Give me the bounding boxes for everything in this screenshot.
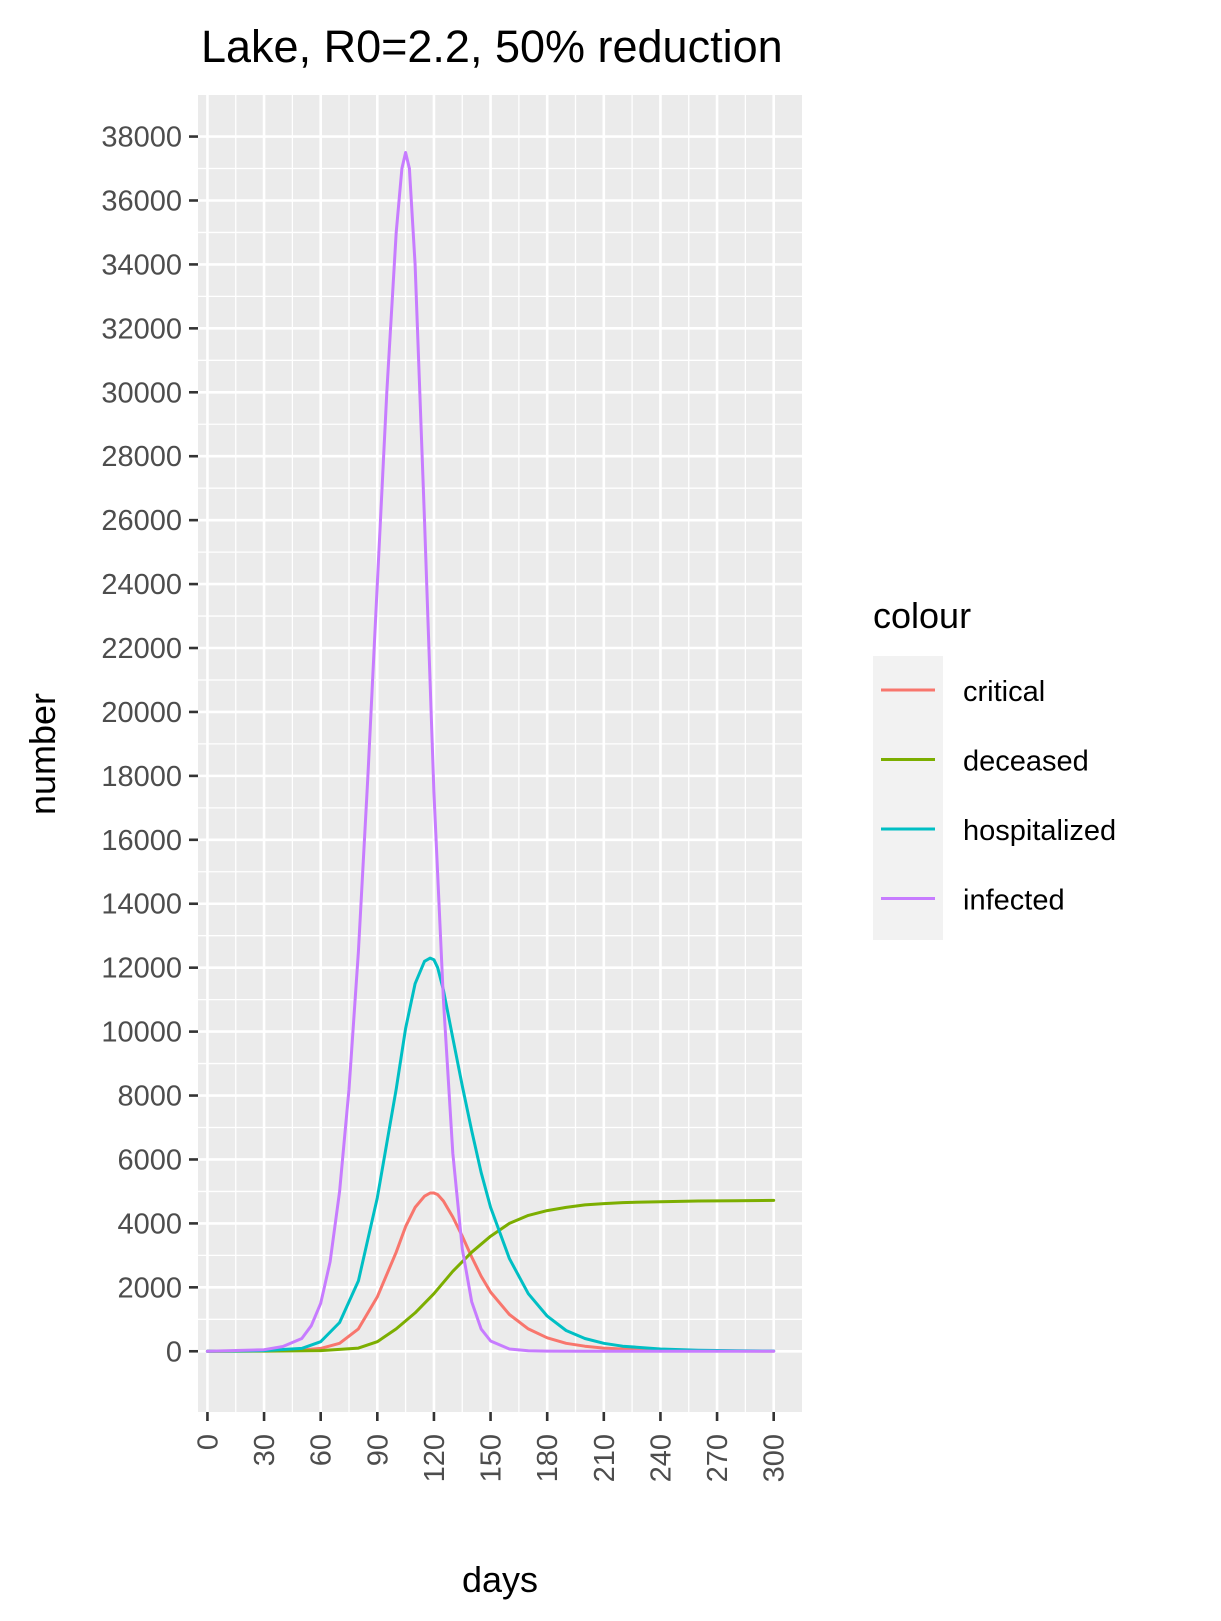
x-tick-label: 180 — [532, 1434, 564, 1482]
legend-label-hospitalized: hospitalized — [963, 815, 1116, 847]
x-tick-label: 0 — [192, 1434, 224, 1450]
chart-title: Lake, R0=2.2, 50% reduction — [201, 21, 783, 72]
y-tick-label: 10000 — [101, 1017, 182, 1049]
y-tick-label: 14000 — [101, 889, 182, 921]
x-tick-label: 300 — [759, 1434, 791, 1482]
y-tick-label: 16000 — [101, 825, 182, 857]
plot-panel — [198, 95, 802, 1412]
legend-label-infected: infected — [963, 885, 1065, 917]
y-tick-label: 30000 — [101, 377, 182, 409]
y-tick-label: 26000 — [101, 505, 182, 537]
x-axis-title: days — [462, 1559, 538, 1600]
x-tick-label: 270 — [702, 1434, 734, 1482]
y-tick-label: 20000 — [101, 697, 182, 729]
y-tick-label: 22000 — [101, 633, 182, 665]
y-tick-label: 2000 — [117, 1272, 182, 1304]
legend-label-critical: critical — [963, 676, 1045, 708]
x-tick-label: 240 — [645, 1434, 677, 1482]
x-tick-label: 60 — [306, 1434, 338, 1466]
x-tick-label: 210 — [589, 1434, 621, 1482]
y-tick-label: 36000 — [101, 185, 182, 217]
y-tick-label: 24000 — [101, 569, 182, 601]
y-tick-label: 8000 — [117, 1081, 182, 1113]
y-tick-label: 28000 — [101, 441, 182, 473]
y-tick-label: 0 — [166, 1336, 182, 1368]
legend-label-deceased: deceased — [963, 746, 1089, 778]
series-line-critical — [205, 1191, 776, 1353]
y-tick-label: 32000 — [101, 313, 182, 345]
series-lines — [205, 151, 776, 1353]
series-line-hospitalized — [205, 956, 776, 1353]
legend-key-background — [873, 656, 943, 940]
y-tick-label: 6000 — [117, 1144, 182, 1176]
legend-title: colour — [873, 595, 971, 636]
grid — [198, 95, 802, 1412]
y-tick-label: 4000 — [117, 1208, 182, 1240]
y-tick-label: 38000 — [101, 122, 182, 154]
legend: colour critical deceased hospitalized infec… — [873, 595, 1116, 940]
x-tick-label: 30 — [249, 1434, 281, 1466]
x-tick-label: 150 — [476, 1434, 508, 1482]
y-tick-label: 18000 — [101, 761, 182, 793]
y-axis-title: number — [22, 693, 63, 815]
y-tick-label: 34000 — [101, 249, 182, 281]
x-tick-label: 90 — [362, 1434, 394, 1466]
axes: 0 30 60 90 120 150 180 210 240 270 300 0 2000 4000 600… — [101, 122, 790, 1483]
y-tick-label: 12000 — [101, 953, 182, 985]
x-tick-label: 120 — [419, 1434, 451, 1482]
series-line-infected — [205, 151, 776, 1353]
